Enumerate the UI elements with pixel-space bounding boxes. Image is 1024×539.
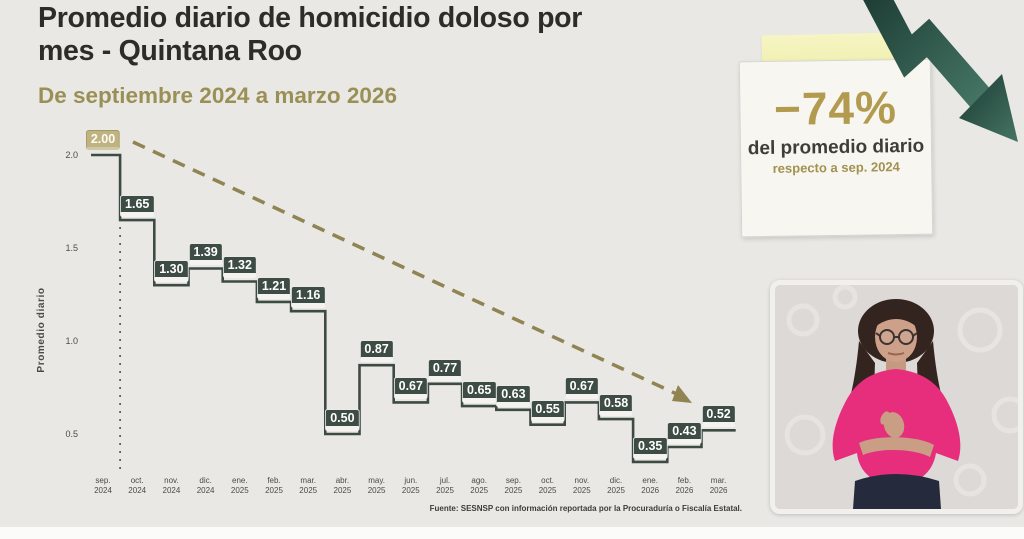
- x-tick-label: jul. 2025: [436, 476, 454, 496]
- chart-svg: 2.0 1.5 1.0 0.5 Promedio diario: [36, 140, 736, 470]
- x-tick-label: nov. 2024: [162, 476, 181, 496]
- value-badge: 0.50: [325, 409, 360, 431]
- x-tick-label: oct. 2025: [538, 476, 557, 496]
- value-badge: 0.67: [564, 377, 599, 400]
- chart: 2.0 1.5 1.0 0.5 Promedio diario 2.00 sep. 2024 1…: [0, 118, 760, 520]
- x-tick-label: may. 2025: [367, 476, 386, 496]
- y-tick-label: 2.0: [65, 150, 78, 160]
- bottom-strip: [0, 527, 1024, 539]
- value-badge: 1.65: [120, 195, 155, 218]
- value-badge: 0.63: [496, 384, 531, 407]
- value-badge: 1.39: [188, 243, 223, 266]
- value-badge: 0.77: [427, 358, 463, 381]
- value-badge: 0.65: [462, 381, 497, 404]
- interpreter-figure: [775, 285, 1018, 509]
- page-title: Promedio diario de homicidio doloso por …: [38, 2, 583, 68]
- value-badge: 0.43: [667, 422, 702, 445]
- decline-arrow-icon: [863, 0, 1018, 142]
- x-tick-label: sep. 2024: [94, 476, 112, 496]
- x-tick-label: abr. 2025: [333, 476, 352, 496]
- x-tick-label: feb. 2026: [675, 476, 694, 496]
- interpreter-video: [770, 280, 1023, 514]
- value-badge: 1.21: [256, 276, 292, 299]
- x-tick-label: mar. 2026: [709, 476, 728, 496]
- x-tick-label: mar. 2025: [299, 476, 318, 496]
- trend-arrowhead: [672, 385, 692, 403]
- value-badge: 1.32: [222, 256, 257, 279]
- value-badge: 2.00: [85, 130, 121, 150]
- x-tick-label: jun. 2025: [401, 476, 420, 496]
- page-subtitle: De septiembre 2024 a marzo 2026: [38, 83, 397, 108]
- value-badge: 0.87: [359, 340, 394, 363]
- value-badge: 1.30: [154, 260, 189, 283]
- value-badge: 0.67: [393, 377, 428, 400]
- value-badge: 0.58: [598, 394, 634, 417]
- step-line: [91, 153, 736, 464]
- value-badge: 1.16: [291, 286, 326, 309]
- y-axis-label: Promedio diario: [36, 287, 47, 372]
- x-tick-label: sep. 2025: [504, 476, 523, 496]
- x-tick-label: ene. 2026: [641, 476, 660, 496]
- trend-arrow: [132, 140, 682, 398]
- source-note: Fuente: SESNSP con información reportada…: [429, 504, 742, 513]
- value-badge: 0.35: [633, 436, 668, 459]
- y-tick-label: 0.5: [65, 429, 78, 439]
- x-tick-label: nov. 2025: [572, 476, 591, 496]
- y-tick-label: 1.5: [65, 243, 78, 253]
- value-badge: 0.55: [530, 399, 565, 422]
- y-tick-label: 1.0: [65, 336, 78, 346]
- x-tick-label: dic. 2024: [196, 476, 215, 496]
- x-tick-label: dic. 2025: [607, 476, 625, 496]
- x-tick-label: oct. 2024: [128, 476, 147, 496]
- x-tick-label: ene. 2025: [230, 476, 249, 496]
- x-tick-label: ago. 2025: [470, 476, 489, 496]
- value-badge: 0.52: [701, 405, 736, 428]
- x-tick-label: feb. 2025: [265, 476, 283, 496]
